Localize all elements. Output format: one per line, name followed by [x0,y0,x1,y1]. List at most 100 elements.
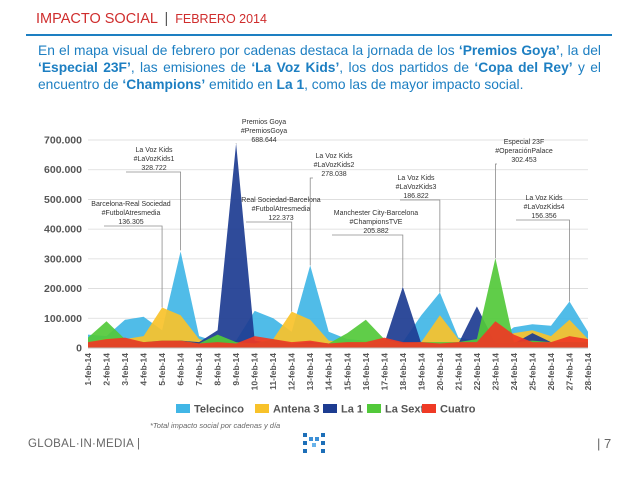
annotation-leader [104,225,163,308]
y-tick-label: 100.000 [44,313,82,325]
intro-text-3: , las emisiones de [130,60,252,75]
x-tick-label: 27-feb-14 [564,353,574,391]
annotation-label: #LaVozKids3 [396,184,437,191]
x-tick-label: 7-feb-14 [194,353,204,386]
legend-swatch [176,404,190,413]
annotation-label: #OperaciónPalace [495,148,553,155]
legend-label: Telecinco [194,404,244,416]
x-tick-label: 28-feb-14 [583,353,593,391]
annotation-label: #FutbolAtresmedia [102,210,161,217]
y-tick-label: 500.000 [44,194,82,206]
x-tick-label: 6-feb-14 [176,353,186,386]
x-tick-label: 19-feb-14 [416,353,426,391]
y-tick-label: 300.000 [44,253,82,265]
page-subtitle: FEBRERO 2014 [175,12,267,26]
header-rule [26,34,612,36]
annotation-label: #LaVozKids4 [524,204,565,211]
y-tick-label: 0 [76,343,82,355]
y-tick-label: 200.000 [44,283,82,295]
annotation-leader [516,219,570,302]
intro-text-6: emitido en [205,77,277,92]
x-tick-label: 16-feb-14 [361,353,371,391]
x-tick-label: 15-feb-14 [342,353,352,391]
x-tick-label: 8-feb-14 [213,353,223,386]
x-tick-label: 4-feb-14 [139,353,149,386]
y-tick-label: 700.000 [44,135,82,147]
annotation-label: 122.373 [268,215,293,222]
page-header: IMPACTO SOCIAL | FEBRERO 2014 [36,11,267,27]
annotation-label: #LaVozKids2 [314,162,355,169]
x-tick-label: 21-feb-14 [453,353,463,391]
intro-bold-2: ‘Especial 23F’ [38,60,131,75]
annotation-label: Real Sociedad-Barcelona [241,197,320,204]
legend-swatch [367,404,381,413]
annotation-label: La Voz Kids [398,175,435,182]
x-tick-label: 23-feb-14 [490,353,500,391]
annotation-label: 688.644 [251,137,276,144]
x-tick-label: 9-feb-14 [231,353,241,386]
x-tick-label: 24-feb-14 [509,353,519,391]
annotation-leader [309,177,313,266]
annotation-label: 302.453 [511,157,536,164]
annotation-label: 186.822 [403,193,428,200]
annotation-label: Barcelona-Real Sociedad [91,201,170,208]
legend-swatch [255,404,269,413]
header-separator: | [164,11,169,27]
x-tick-label: 20-feb-14 [435,353,445,391]
intro-paragraph: En el mapa visual de febrero por cadenas… [38,42,601,93]
legend-label: Cuatro [440,404,476,416]
annotation-leader [126,171,181,251]
intro-bold-1: ‘Premios Goya’ [458,43,560,58]
annotation-label: 278.038 [321,171,346,178]
x-tick-label: 1-feb-14 [83,353,93,386]
annotation-label: La Voz Kids [526,195,563,202]
x-tick-label: 14-feb-14 [324,353,334,391]
x-tick-label: 12-feb-14 [287,353,297,391]
legend-label: Antena 3 [273,404,319,416]
intro-text-4: , los dos partidos de [339,60,475,75]
legend-swatch [323,404,337,413]
annotation-label: 328.722 [141,165,166,172]
x-tick-label: 22-feb-14 [472,353,482,391]
legend-swatch [422,404,436,413]
annotation-label: 205.882 [363,228,388,235]
annotation-leader [332,234,404,287]
intro-bold-3: ‘La Voz Kids’ [251,60,340,75]
annotation-label: La Voz Kids [316,153,353,160]
intro-bold-6: La 1 [276,77,305,92]
intro-text-2: , la del [559,43,601,58]
annotation-label: Manchester City-Barcelona [334,210,419,217]
annotation-label: #LaVozKids1 [134,156,175,163]
annotation-label: #PremiosGoya [241,128,287,135]
x-tick-label: 11-feb-14 [268,353,278,390]
series-area-cuatro [88,321,588,348]
annotation-label: Premios Goya [242,119,286,126]
x-tick-label: 26-feb-14 [546,353,556,391]
annotation-leader [246,221,293,312]
annotation-label: 136.305 [118,219,143,226]
annotation-label: #FutbolAtresmedia [252,206,311,213]
x-tick-label: 5-feb-14 [157,353,167,386]
x-tick-label: 2-feb-14 [102,353,112,386]
x-tick-label: 17-feb-14 [379,353,389,391]
intro-text-7: , como las de mayor impacto social. [304,77,524,92]
brand-logo-icon [303,433,327,458]
chart-footnote: *Total impacto social por cadenas y día [150,421,281,430]
annotation-leader [400,199,441,293]
x-tick-label: 13-feb-14 [305,353,315,391]
annotation-label: La Voz Kids [136,147,173,154]
series-area-la-sexta [88,258,588,348]
x-tick-label: 3-feb-14 [120,353,130,386]
intro-bold-4: ‘Copa del Rey’ [474,60,573,75]
intro-text-1: En el mapa visual de febrero por cadenas… [38,43,459,58]
x-tick-label: 10-feb-14 [250,353,260,391]
x-tick-label: 18-feb-14 [398,353,408,391]
intro-bold-5: ‘Champions’ [122,77,206,92]
intro-text-5: y el encuentro de [38,60,601,92]
annotation-leader [495,163,497,259]
y-tick-label: 600.000 [44,164,82,176]
annotation-label: 156.356 [531,213,556,220]
annotation-label: Especial 23F [504,139,544,146]
page-title: IMPACTO SOCIAL [36,11,158,27]
